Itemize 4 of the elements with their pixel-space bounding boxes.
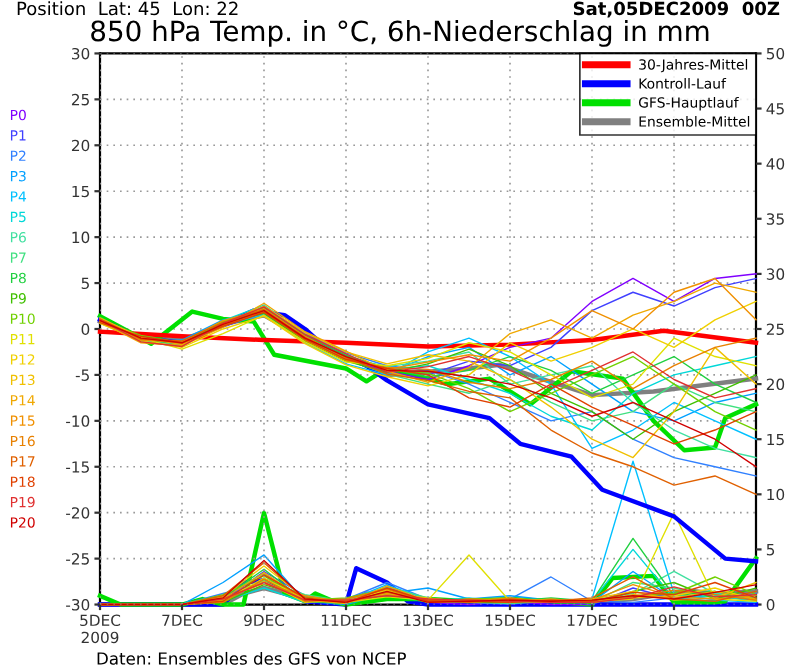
text: Sat,05DEC2009 00Z (573, 1, 780, 18)
chart-title: 850 hPa Temp. in °C, 6h-Niederschlag in mm (91, 19, 709, 47)
chart-subtitle: Position Lat: 45 Lon: 22 (17, 1, 238, 16)
text: Daten: Ensembles des GFS von NCEP (97, 651, 406, 665)
